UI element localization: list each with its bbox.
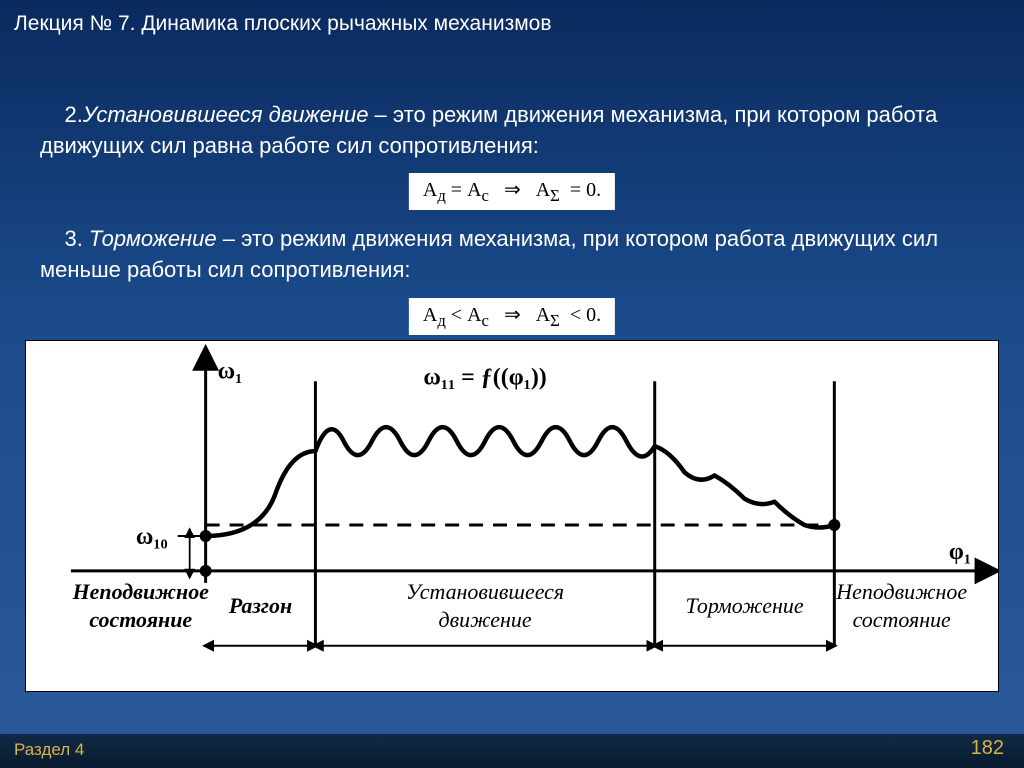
svg-text:состояние: состояние: [89, 607, 192, 632]
svg-text:Установившееся: Установившееся: [406, 579, 564, 604]
footer-section-label: Раздел 4: [14, 740, 84, 760]
paragraph-braking: 3. Торможение – это режим движения механ…: [40, 224, 994, 286]
formula-steady: Aд = Ac ⇒ AΣ = 0.: [409, 173, 615, 210]
svg-text:движение: движение: [439, 607, 532, 632]
paragraph-steady-motion: 2.Установившееся движение – это режим дв…: [40, 100, 994, 162]
svg-text:Неподвижное: Неподвижное: [835, 579, 967, 604]
svg-text:ω₁₁ = ƒ((φ₁)): ω₁₁ = ƒ((φ₁)): [423, 364, 546, 390]
svg-text:φ₁: φ₁: [949, 539, 971, 565]
phase-diagram-svg: ω₁ φ₁ ω₁₀ ω₁₁ = ƒ((φ₁)) Неподвижное состояние…: [26, 341, 998, 691]
svg-text:ω₁: ω₁: [218, 358, 243, 384]
svg-text:Торможение: Торможение: [685, 593, 803, 618]
footer-bar: [0, 734, 1024, 768]
svg-text:состояние: состояние: [853, 607, 951, 632]
para2-number: 3.: [64, 226, 88, 251]
para2-term: Торможение: [89, 226, 217, 251]
page-number: 182: [971, 737, 1004, 760]
svg-text:Неподвижное: Неподвижное: [72, 579, 210, 604]
lecture-title: Лекция № 7. Динамика плоских рычажных ме…: [14, 12, 551, 36]
para1-term: Установившееся движение: [83, 102, 369, 127]
svg-text:ω₁₀: ω₁₀: [136, 524, 168, 550]
para1-number: 2.: [64, 102, 82, 127]
phase-diagram: ω₁ φ₁ ω₁₀ ω₁₁ = ƒ((φ₁)) Неподвижное состояние…: [25, 340, 999, 692]
formula-braking: Aд < Ac ⇒ AΣ < 0.: [409, 298, 615, 335]
slide: Лекция № 7. Динамика плоских рычажных ме…: [0, 0, 1024, 768]
svg-text:Разгон: Разгон: [228, 593, 292, 618]
